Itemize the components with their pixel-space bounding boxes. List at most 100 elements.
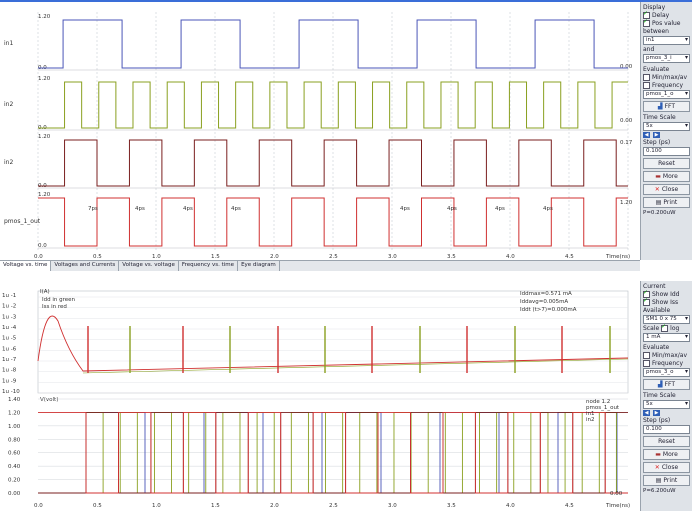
print-button[interactable]: ▤ Print [643,475,690,486]
log-tick-label: 1u -6 [2,346,17,352]
signal-name: in2 [4,159,13,166]
current-stat: Iddavg=0.005mA [520,299,568,305]
x-tick-label: 3.5 [447,254,456,260]
volt-tick-label: 0.20 [8,478,21,484]
available-label: Available [643,307,671,314]
delay-label: 4ps [447,206,457,212]
node-legend-entry: pmos_1_out [586,405,620,411]
minmax-checkbox[interactable]: Min/max/av [643,74,690,81]
x-tick-label: 3.0 [388,503,397,509]
signal2-select[interactable]: pmos_3_i [643,54,690,63]
tab-voltages-and-currents[interactable]: Voltages and Currents [51,261,120,271]
tab-eye-diagram[interactable]: Eye diagram [238,261,280,271]
delay-label: 4ps [543,206,553,212]
close-button[interactable]: ✕ Close [643,462,690,473]
voltage-trace [38,411,628,494]
step-input[interactable]: 0.100 [643,147,690,156]
x-tick-label: 3.0 [388,254,397,260]
tab-voltage-vs-voltage[interactable]: Voltage vs. voltage [119,261,179,271]
log-tick-label: 1u -2 [2,304,16,310]
x-axis-unit: Time(ns) [605,254,630,260]
volt-tick-label: 1.00 [8,424,21,430]
waveform-in2 [38,81,628,129]
x-tick-label: 2.0 [270,254,279,260]
tab-voltage-vs-time[interactable]: Voltage vs. time [0,261,52,271]
signal-name: pmos_1_out [4,218,41,225]
left-arrow-icon[interactable]: ◀ [643,410,650,416]
x-tick-label: 1.0 [152,254,161,260]
log-checkbox[interactable] [661,323,669,332]
delay-label: 4ps [231,206,241,212]
power-readout: P=0.200uW [643,210,676,216]
time-scale-label: Time Scale [643,392,676,399]
lane-max-label: 1.20 [38,76,51,82]
current-plot: I(A) 1u -1 1u -2 1u -3 1u -4 1u -5 1u -6 1u -7 1… [2,289,630,509]
delay-label: 4ps [135,206,145,212]
tab-frequency-vs-time[interactable]: Frequency vs. time [179,261,239,271]
signal-name: in2 [4,101,13,108]
x-tick-label: 0.0 [34,254,43,260]
and-label: and [643,46,655,53]
volt-tick-label: 1.20 [8,410,21,416]
time-scale-label: Time Scale [643,114,676,121]
node-legend-entry: node 1.2 [586,399,610,405]
current-window: I(A) 1u -1 1u -2 1u -3 1u -4 1u -5 1u -6 1u -7 1… [0,281,692,511]
printer-icon: ▤ [655,477,662,484]
fft-icon: ▟ [657,103,663,110]
time-scale-select[interactable]: 5x [643,122,690,131]
timing-window: in1 1.20 0.0 0.00 in2 1.20 0.0 0.00 in2 1.20 0.0 0.… [0,0,692,270]
frequency-checkbox[interactable]: Frequency [643,360,690,367]
show-iss-checkbox[interactable]: Show Iss [643,297,690,306]
x-tick-label: 3.5 [447,503,456,509]
x-tick-label: 2.5 [329,503,338,509]
log-tick-label: 1u -9 [2,378,17,384]
fft-icon: ▟ [657,381,663,388]
current-side-panel: Current Show Idd Show Iss Available SM1 … [640,281,692,511]
log-tick-label: 1u -3 [2,314,17,320]
close-button[interactable]: ✕ Close [643,184,690,195]
waveform-pmos-1-out [38,197,628,247]
close-icon: ✕ [654,186,660,193]
left-arrow-icon[interactable]: ◀ [643,132,650,138]
pos-value-checkbox[interactable]: Pos value [643,18,690,27]
legend-entry: Idd in green [42,297,76,303]
reset-button[interactable]: Reset [643,158,690,169]
step-label: Step (ps) [643,417,671,424]
current-title: Current [643,283,666,290]
frequency-checkbox[interactable]: Frequency [643,82,690,89]
fft-button[interactable]: ▟ FFT [643,379,690,390]
iss-trace [37,315,629,372]
x-tick-label: 2.0 [270,503,279,509]
x-tick-label: 1.5 [211,503,220,509]
right-arrow-icon[interactable]: ▶ [653,132,660,138]
delay-label: 4ps [495,206,505,212]
eval-signal-select[interactable]: pmos_3_o [643,368,690,377]
voltage-axis-label: V(volt) [40,397,58,403]
delay-checkbox[interactable]: Delay [643,10,690,19]
x-tick-label: 1.5 [211,254,220,260]
x-tick-label: 4.0 [506,254,515,260]
more-button[interactable]: ▬ More [643,449,690,460]
timing-side-panel: Display Delay Pos value between in1 and … [640,2,692,260]
scale-select[interactable]: 1 mA [643,333,690,342]
display-title: Display [643,4,666,11]
log-tick-label: 1u -5 [2,336,17,342]
more-button[interactable]: ▬ More [643,171,690,182]
print-button[interactable]: ▤ Print [643,197,690,208]
fft-button[interactable]: ▟ FFT [643,101,690,112]
signal1-select[interactable]: in1 [643,36,690,45]
reset-button[interactable]: Reset [643,436,690,447]
right-arrow-icon[interactable]: ▶ [653,410,660,416]
step-input[interactable]: 0.100 [643,425,690,434]
time-scale-select[interactable]: 5x [643,400,690,409]
available-select[interactable]: SM1 0 x 75 [643,315,690,324]
show-idd-checkbox[interactable]: Show Idd [643,289,690,298]
current-axis-label: I(A) [40,289,50,295]
delay-label: 4ps [183,206,193,212]
evaluate-label: Evaluate [643,344,670,351]
scale-label: Scale [643,325,660,332]
minmax-checkbox[interactable]: Min/max/av [643,352,690,359]
eval-signal-select[interactable]: pmos_1_o [643,90,690,99]
lane-right-value: 0.00 [620,118,633,124]
